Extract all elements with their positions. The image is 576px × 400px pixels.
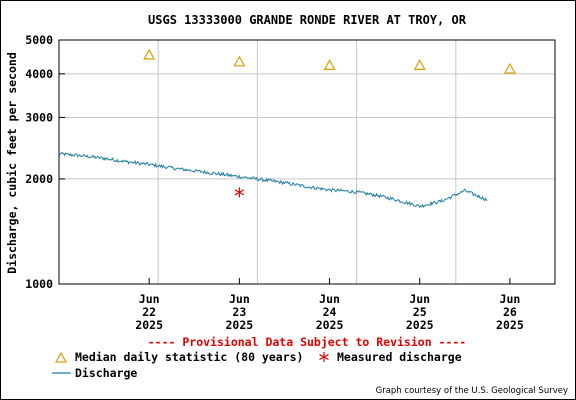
measured-marker	[234, 187, 245, 198]
legend-triangle-icon	[54, 351, 68, 363]
x-tick-label-day: 23	[232, 305, 246, 319]
y-tick-label: 3000	[25, 110, 53, 124]
y-axis-ticks: 1000 2000 3000 4000 5000	[25, 33, 65, 291]
median-marker	[143, 48, 156, 60]
median-marker	[323, 59, 336, 70]
x-axis-ticks: Jun222025Jun232025Jun242025Jun252025Jun2…	[135, 278, 524, 332]
credit-text: Graph courtesy of the U.S. Geological Su…	[376, 386, 568, 396]
y-tick-label: 5000	[25, 33, 53, 47]
grid-lines	[59, 40, 555, 284]
x-tick-label-year: 2025	[226, 318, 254, 332]
x-tick-label-month: Jun	[229, 292, 250, 306]
legend-measured-label: Measured discharge	[337, 350, 462, 364]
discharge-series	[58, 151, 488, 209]
y-tick-label: 2000	[25, 172, 53, 186]
x-tick-label-month: Jun	[409, 292, 430, 306]
legend-discharge-label: Discharge	[75, 366, 137, 380]
provisional-note: ---- Provisional Data Subject to Revisio…	[148, 335, 467, 349]
legend-discharge-item: Discharge	[52, 366, 137, 380]
plot-area-border	[58, 39, 556, 285]
x-tick-label-day: 24	[323, 305, 337, 319]
median-marker	[233, 55, 246, 67]
discharge-line	[58, 151, 488, 209]
y-axis-label: Discharge, cubic feet per second	[5, 52, 19, 274]
x-tick-label-month: Jun	[139, 292, 160, 306]
legend: Median daily statistic (80 years) Measur…	[52, 350, 462, 380]
x-tick-label-day: 25	[413, 305, 427, 319]
median-marker	[413, 59, 426, 70]
x-tick-label-year: 2025	[135, 318, 163, 332]
x-tick-label-year: 2025	[406, 318, 434, 332]
legend-median-label: Median daily statistic (80 years)	[75, 350, 303, 364]
legend-measured-item: Measured discharge	[319, 350, 462, 364]
measured-series	[234, 187, 245, 198]
y-tick-label: 1000	[25, 277, 53, 291]
median-series	[143, 48, 516, 74]
x-tick-label-year: 2025	[316, 318, 344, 332]
median-marker	[503, 62, 516, 74]
legend-asterisk-icon	[319, 352, 329, 362]
x-tick-label-day: 22	[142, 305, 156, 319]
x-tick-label-month: Jun	[500, 292, 521, 306]
y-tick-label: 4000	[25, 67, 53, 81]
chart-title: USGS 13333000 GRANDE RONDE RIVER AT TROY…	[148, 13, 467, 27]
legend-median-item: Median daily statistic (80 years)	[54, 350, 303, 364]
x-tick-label-year: 2025	[496, 318, 524, 332]
x-tick-label-day: 26	[503, 305, 517, 319]
x-tick-label-month: Jun	[319, 292, 340, 306]
